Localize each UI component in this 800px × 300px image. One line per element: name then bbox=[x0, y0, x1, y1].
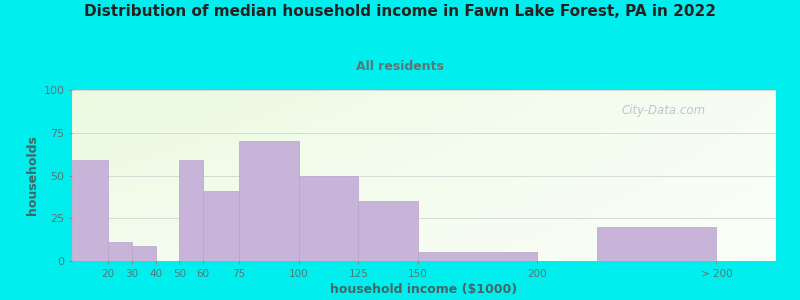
Bar bbox=[358, 201, 418, 261]
Text: Distribution of median household income in Fawn Lake Forest, PA in 2022: Distribution of median household income … bbox=[84, 4, 716, 20]
Text: City-Data.com: City-Data.com bbox=[621, 104, 706, 117]
Bar bbox=[72, 160, 108, 261]
X-axis label: household income ($1000): household income ($1000) bbox=[330, 283, 518, 296]
Bar bbox=[132, 246, 155, 261]
Text: All residents: All residents bbox=[356, 60, 444, 73]
Bar bbox=[203, 191, 239, 261]
Bar bbox=[179, 160, 203, 261]
Bar bbox=[298, 176, 358, 261]
Bar bbox=[108, 242, 132, 261]
Bar bbox=[597, 227, 716, 261]
Bar bbox=[418, 253, 538, 261]
Y-axis label: households: households bbox=[26, 136, 39, 215]
Bar bbox=[239, 141, 298, 261]
